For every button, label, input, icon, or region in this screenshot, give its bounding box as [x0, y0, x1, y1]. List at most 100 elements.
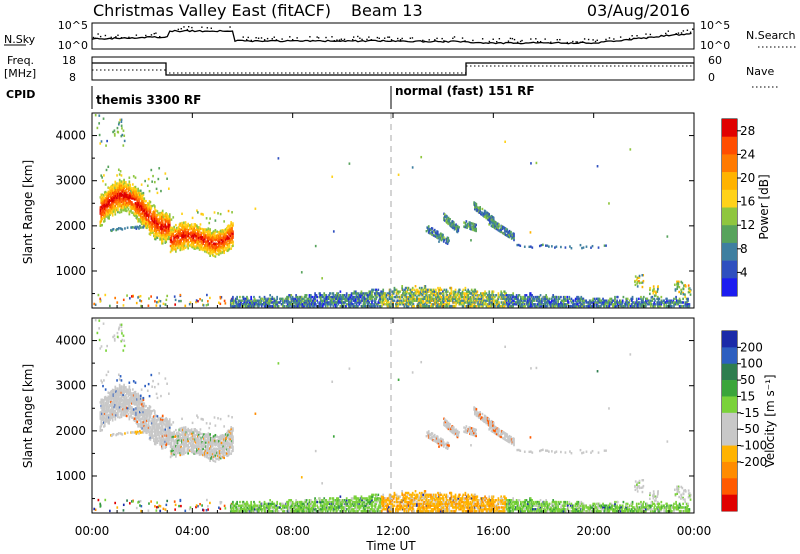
power-cell — [140, 212, 143, 216]
power-cell — [108, 213, 111, 216]
power-cell — [227, 230, 230, 233]
power-cell — [172, 230, 175, 233]
power-cell — [572, 301, 575, 304]
power-cell — [318, 303, 321, 306]
power-cell — [227, 209, 230, 213]
power-cell — [148, 200, 151, 203]
power-cell — [531, 297, 534, 301]
power-cell — [124, 197, 127, 200]
power-cell — [442, 240, 445, 243]
power-cell — [112, 184, 115, 187]
power-cell — [263, 303, 266, 306]
power-cell — [172, 228, 175, 231]
nave-tick-bottom: 0 — [708, 71, 715, 84]
power-cell — [198, 244, 201, 247]
power-cell — [105, 199, 108, 202]
power-cell — [399, 290, 401, 293]
power-cell — [617, 301, 620, 304]
power-cell — [472, 292, 474, 295]
power-cell — [371, 294, 373, 297]
power-cell — [540, 304, 543, 308]
power-cell — [666, 235, 669, 238]
velocity-cell — [117, 432, 119, 436]
velocity-cell — [109, 394, 111, 397]
power-cell — [442, 303, 444, 306]
power-cell — [135, 188, 138, 191]
power-cell — [200, 235, 203, 239]
power-cell — [469, 299, 472, 302]
power-cell — [565, 304, 568, 308]
power-cell — [199, 237, 202, 241]
power-cell — [636, 285, 639, 288]
power-cell — [125, 183, 128, 186]
velocity-cell — [103, 413, 105, 416]
power-cell — [170, 232, 173, 236]
velocity-cell — [107, 397, 110, 400]
power-cell — [141, 217, 144, 221]
power-cell — [151, 223, 154, 226]
power-cell — [548, 299, 550, 302]
nsky-point — [201, 26, 203, 28]
velocity-cell — [103, 421, 105, 424]
power-cell — [194, 223, 197, 226]
power-cell — [506, 228, 509, 231]
power-cell — [121, 127, 123, 130]
power-cell — [687, 287, 690, 290]
colorbar-tick-label: 16 — [740, 195, 755, 209]
power-cell — [211, 249, 214, 253]
nsky-point — [155, 32, 157, 34]
power-cell — [168, 223, 170, 226]
power-cell — [587, 303, 590, 306]
power-cell — [99, 220, 102, 223]
power-cell — [619, 301, 621, 304]
power-cell — [503, 299, 506, 302]
power-cell — [477, 301, 479, 304]
power-cell — [336, 294, 338, 297]
power-cell — [666, 299, 668, 302]
nsky-tick-top: 10^5 — [58, 19, 88, 32]
power-cell — [507, 295, 510, 299]
velocity-panel-bg — [92, 318, 694, 513]
power-cell — [179, 228, 182, 231]
power-cell — [670, 299, 673, 302]
power-cell — [560, 295, 562, 299]
power-cell — [124, 195, 126, 199]
power-cell — [221, 239, 224, 242]
power-cell — [436, 230, 439, 234]
power-cell — [159, 236, 161, 239]
power-cell — [652, 288, 655, 292]
power-cell — [196, 228, 199, 231]
power-cell — [194, 239, 197, 242]
nsky-point — [387, 36, 389, 38]
power-cell — [654, 303, 656, 306]
power-cell — [135, 208, 138, 211]
power-cell — [126, 226, 129, 229]
velocity-cell — [107, 391, 110, 394]
power-cell — [128, 202, 131, 206]
velocity-cell — [104, 401, 107, 405]
power-cell — [658, 304, 661, 308]
colorbar-swatch — [722, 207, 737, 226]
power-cell — [108, 209, 111, 212]
power-cell — [340, 303, 343, 306]
power-cell — [110, 229, 112, 232]
power-cell — [405, 303, 408, 306]
power-cell — [139, 205, 141, 209]
nsky-point — [289, 36, 291, 38]
power-cell — [127, 198, 130, 201]
power-cell — [225, 236, 227, 239]
velocity-cell — [114, 403, 117, 407]
power-cell — [415, 288, 418, 292]
power-cell — [162, 229, 165, 232]
power-cell — [154, 233, 157, 237]
power-cell — [211, 250, 213, 253]
power-cell — [499, 294, 502, 297]
power-cell — [118, 211, 121, 214]
power-cell — [361, 299, 363, 302]
velocity-cell — [103, 422, 106, 426]
power-cell — [139, 294, 142, 298]
power-cell — [199, 243, 202, 247]
power-cell — [168, 215, 170, 218]
power-cell — [208, 236, 211, 239]
velocity-cell — [101, 418, 103, 422]
